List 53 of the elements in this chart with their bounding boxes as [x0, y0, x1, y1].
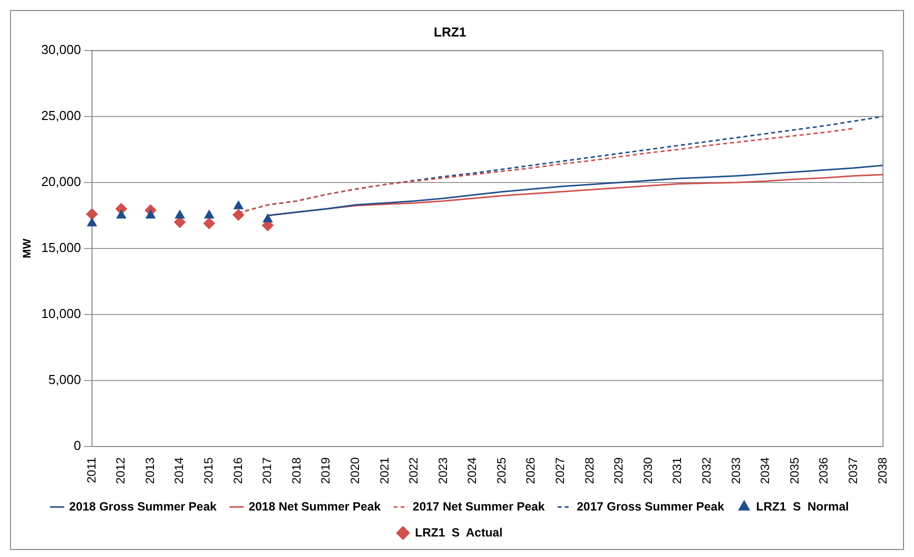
legend-label: 2017 Net Summer Peak	[412, 499, 546, 514]
y-tick-label: 5,000	[48, 372, 81, 387]
x-tick-label: 2022	[406, 456, 421, 484]
x-tick-label: 2023	[436, 456, 450, 484]
y-tick-label: 0	[74, 438, 81, 453]
point	[86, 208, 98, 220]
point	[232, 208, 244, 221]
x-tick-label: 2035	[787, 456, 802, 484]
point	[262, 213, 273, 222]
x-tick-label: 2011	[84, 456, 98, 484]
x-tick-label: 2017	[260, 456, 274, 484]
legend-label: 2018 Net Summer Peak	[248, 499, 381, 514]
y-tick-label: 20,000	[41, 174, 81, 190]
point	[233, 200, 244, 210]
x-tick-label: 2021	[377, 456, 392, 484]
x-tick-label: 2015	[201, 456, 216, 484]
x-tick-label: 2030	[640, 456, 655, 484]
y-axis-title: MW	[22, 238, 34, 258]
chart-title: LRZ1	[434, 24, 466, 40]
x-tick-label: 2016	[230, 456, 245, 484]
x-tick-label: 2027	[553, 456, 568, 484]
point	[116, 209, 126, 218]
x-tick-label: 2031	[670, 456, 684, 484]
legend-label: LRZ1 S Actual	[414, 525, 503, 540]
x-tick-label: 2025	[494, 456, 508, 484]
x-tick-label: 2029	[612, 456, 626, 484]
x-tick-label: 2028	[582, 456, 596, 484]
legend-label: LRZ1 S Normal	[756, 499, 849, 514]
point	[145, 209, 156, 218]
x-tick-label: 2024	[465, 456, 480, 484]
y-tick-label: 25,000	[41, 108, 81, 124]
x-tick-label: 2036	[816, 456, 831, 484]
y-tick-label: 30,000	[41, 42, 81, 58]
x-tick-label: 2014	[172, 456, 186, 484]
point	[204, 209, 214, 218]
legend-label: 2017 Gross Summer Peak	[576, 499, 724, 514]
x-tick-label: 2012	[114, 456, 128, 484]
x-tick-label: 2033	[728, 456, 743, 484]
x-tick-label: 2020	[348, 456, 362, 484]
x-tick-label: 2037	[846, 456, 860, 484]
x-tick-label: 2013	[142, 456, 157, 484]
x-tick-label: 2026	[524, 456, 538, 484]
x-tick-label: 2019	[318, 456, 333, 484]
legend-label: 2018 Gross Summer Peak	[69, 499, 217, 514]
point	[174, 209, 186, 218]
point	[203, 217, 216, 230]
x-tick-label: 2034	[758, 456, 772, 484]
point	[86, 217, 98, 226]
x-tick-label: 2032	[700, 456, 714, 484]
y-tick-label: 10,000	[41, 306, 81, 321]
x-tick-label: 2038	[875, 456, 890, 484]
y-tick-label: 15,000	[41, 240, 81, 256]
x-tick-label: 2018	[289, 456, 304, 484]
